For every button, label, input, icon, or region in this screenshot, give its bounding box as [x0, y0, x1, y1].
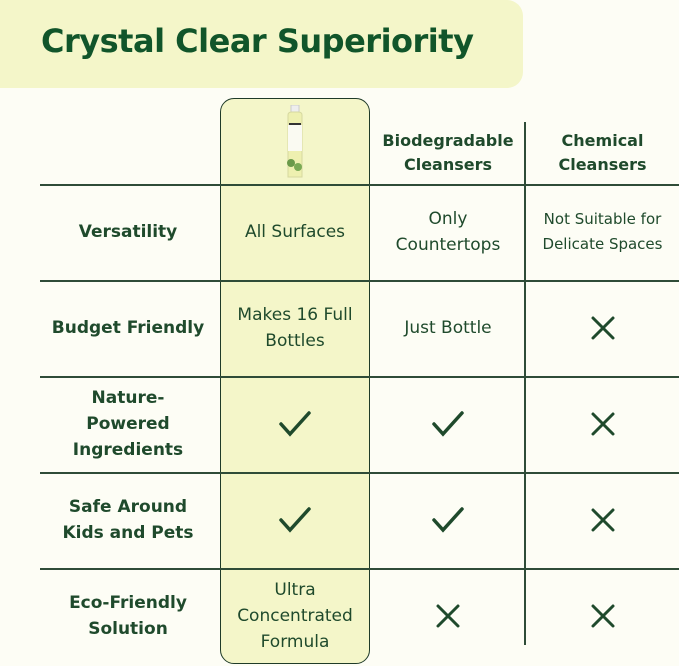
table-cell: Only Countertops — [395, 209, 501, 255]
check-icon — [279, 507, 311, 533]
cross-icon — [591, 508, 614, 532]
table-cell — [220, 376, 370, 472]
row-divider — [40, 568, 679, 570]
table-cell — [526, 376, 679, 472]
row-label: Nature-Powered Ingredients — [72, 388, 184, 460]
highlighted-product-column — [220, 98, 370, 664]
column-header: Biodegradable Cleansers — [382, 131, 514, 174]
cross-icon — [591, 412, 614, 436]
row-divider — [40, 184, 679, 186]
check-icon — [432, 411, 464, 437]
cross-icon — [591, 316, 614, 340]
row-label: Versatility — [78, 222, 178, 242]
row-divider — [40, 376, 679, 378]
row-label: Safe Around Kids and Pets — [62, 497, 194, 543]
check-icon — [432, 507, 464, 533]
table-cell: All Surfaces — [244, 222, 346, 242]
table-cell: Ultra Concentrated Formula — [237, 580, 353, 652]
bottle-icon — [287, 105, 303, 178]
row-label: Budget Friendly — [51, 318, 205, 338]
table-cell — [372, 472, 524, 568]
title-banner: Crystal Clear Superiority — [0, 0, 523, 88]
row-label: Eco-Friendly Solution — [69, 593, 187, 639]
table-cell: Just Bottle — [404, 318, 492, 338]
table-cell: Not Suitable for Delicate Spaces — [542, 210, 663, 253]
page-title: Crystal Clear Superiority — [41, 22, 474, 60]
check-icon — [279, 411, 311, 437]
product-bottle-image — [220, 100, 370, 184]
table-cell: Makes 16 Full Bottles — [237, 305, 353, 351]
row-divider — [40, 472, 679, 474]
row-divider — [40, 280, 679, 282]
column-divider — [524, 122, 526, 645]
table-cell — [220, 472, 370, 568]
table-cell — [372, 568, 524, 664]
table-cell — [372, 376, 524, 472]
cross-icon — [436, 604, 460, 628]
cross-icon — [591, 604, 614, 628]
table-cell — [526, 472, 679, 568]
table-cell — [526, 568, 679, 664]
table-cell — [526, 280, 679, 376]
column-header: Chemical Cleansers — [558, 131, 647, 174]
